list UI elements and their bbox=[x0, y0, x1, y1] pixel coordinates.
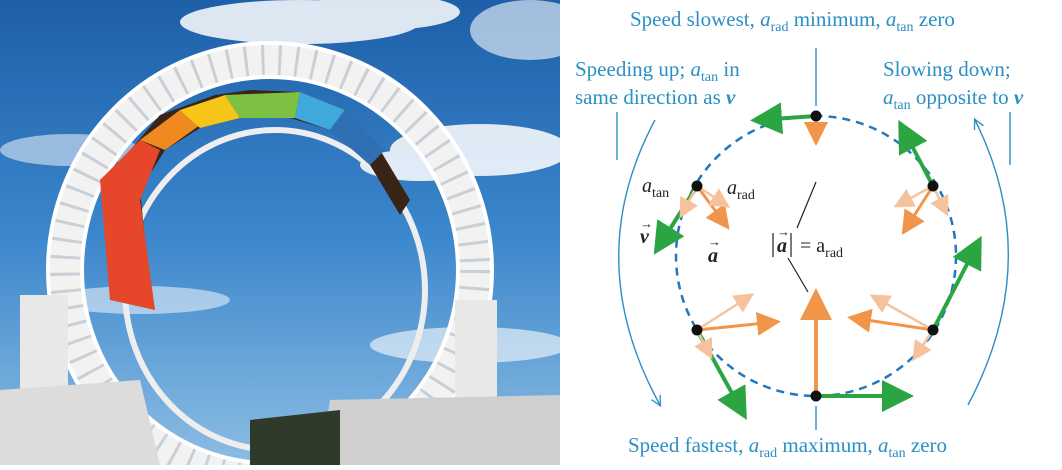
leader-up bbox=[796, 181, 817, 229]
point-upper-left bbox=[653, 180, 731, 255]
caption-right-line1: Slowing down; bbox=[883, 57, 1011, 81]
velocity-arrow-top bbox=[750, 102, 817, 135]
point-lr-dot bbox=[927, 324, 939, 336]
label-magnitude: a → = arad bbox=[772, 224, 843, 261]
arc-right bbox=[967, 120, 1009, 406]
point-top-dot bbox=[810, 110, 822, 122]
coaster-train bbox=[100, 90, 410, 310]
arc-left bbox=[618, 119, 660, 405]
point-ul-dot bbox=[691, 180, 703, 192]
velocity-arrow-ur bbox=[898, 119, 935, 187]
leader-down bbox=[787, 257, 809, 293]
point-top bbox=[750, 102, 828, 146]
label-a: a bbox=[708, 245, 718, 267]
label-a-arrow: → bbox=[708, 234, 721, 249]
arad-arrow-ul bbox=[696, 184, 731, 208]
roller-coaster-photo bbox=[0, 0, 560, 465]
diagram-svg: Speed slowest, arad minimum, atan zero S… bbox=[575, 7, 1024, 461]
accel-arrow-ul bbox=[695, 185, 730, 230]
point-ll-dot bbox=[691, 324, 703, 336]
caption-left-line2: same direction as v bbox=[575, 85, 736, 109]
point-bottom bbox=[800, 288, 914, 412]
point-bottom-dot bbox=[810, 390, 822, 402]
svg-text:= arad: = arad bbox=[800, 235, 843, 261]
accel-arrow-ur bbox=[901, 185, 935, 236]
arad-arrow-ll bbox=[696, 293, 755, 332]
label-a-rad: arad bbox=[727, 177, 755, 203]
arad-arrow-lr bbox=[869, 294, 934, 332]
label-a-tan: atan bbox=[642, 175, 669, 201]
point-lower-left bbox=[691, 293, 781, 420]
caption-bottom: Speed fastest, arad maximum, atan zero bbox=[628, 433, 947, 461]
supports bbox=[0, 295, 560, 465]
point-upper-right bbox=[893, 119, 949, 236]
svg-text:→: → bbox=[777, 224, 790, 239]
accel-arrow-lr bbox=[847, 308, 934, 333]
velocity-arrow-lr bbox=[931, 235, 982, 331]
loop-diagram: Speed slowest, arad minimum, atan zero S… bbox=[560, 0, 1062, 465]
point-lower-right bbox=[847, 235, 982, 362]
arad-arrow-ur bbox=[893, 184, 934, 208]
label-v-arrow: → bbox=[640, 216, 653, 231]
accel-arrow-ll bbox=[696, 311, 781, 336]
svg-text:a: a bbox=[777, 235, 787, 257]
point-ur-dot bbox=[927, 180, 939, 192]
caption-left-line1: Speeding up; atan in bbox=[575, 57, 740, 85]
caption-right-line2: atan opposite to v bbox=[883, 85, 1024, 113]
label-v: v bbox=[640, 226, 650, 248]
caption-top: Speed slowest, arad minimum, atan zero bbox=[630, 7, 955, 35]
photo-svg bbox=[0, 0, 560, 465]
